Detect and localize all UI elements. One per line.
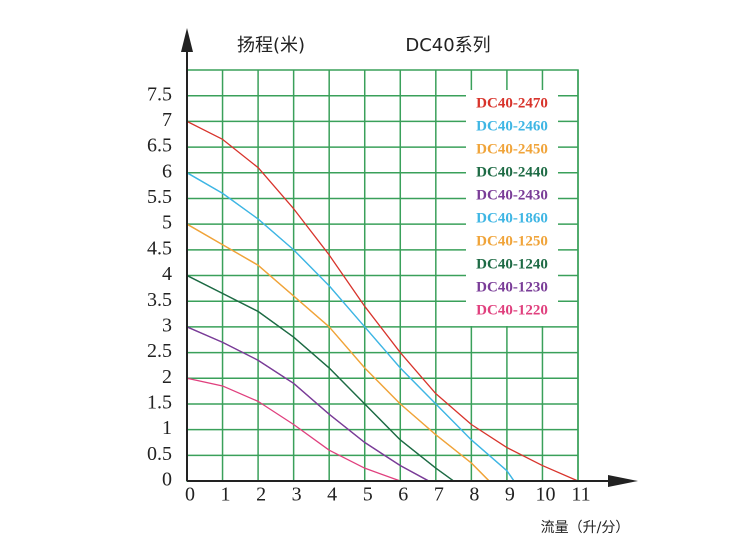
legend-label: DC40-1860 — [476, 210, 548, 226]
y-tick-label: 4.5 — [147, 237, 172, 259]
legend-box — [466, 90, 558, 326]
y-tick-label: 4 — [162, 263, 172, 285]
x-tick-label: 8 — [469, 484, 479, 506]
y-tick-label: 6.5 — [147, 135, 172, 157]
x-tick-label: 11 — [571, 484, 590, 506]
y-tick-label: 0.5 — [147, 443, 172, 465]
legend-label: DC40-2470 — [476, 95, 548, 111]
legend-label: DC40-1220 — [476, 302, 548, 318]
y-axis-arrow — [181, 28, 193, 52]
y-tick-label: 3.5 — [147, 289, 172, 311]
legend-label: DC40-2440 — [476, 164, 548, 180]
y-tick-label: 0 — [162, 469, 172, 491]
series-line — [186, 326, 430, 482]
x-tick-label: 7 — [434, 484, 444, 506]
x-axis-label: 流量（升/分） — [541, 520, 630, 536]
legend-label: DC40-2460 — [476, 118, 548, 134]
series-line — [186, 120, 579, 482]
y-tick-label: 6 — [162, 160, 172, 182]
y-tick-label: 2.5 — [147, 340, 172, 362]
x-tick-label: 9 — [505, 484, 515, 506]
series-line — [186, 172, 515, 482]
legend-label: DC40-1250 — [476, 233, 548, 249]
y-tick-label: 2 — [162, 366, 172, 388]
x-tick-label: 4 — [327, 484, 337, 506]
x-tick-label: 0 — [185, 484, 195, 506]
x-tick-label: 3 — [292, 484, 302, 506]
y-tick-label: 7 — [162, 109, 172, 131]
y-tick-label: 3 — [162, 314, 172, 336]
y-tick-label: 5.5 — [147, 186, 172, 208]
y-tick-label: 7.5 — [147, 83, 172, 105]
x-tick-label: 5 — [363, 484, 373, 506]
x-axis-arrow — [608, 475, 638, 487]
x-tick-label: 10 — [535, 484, 555, 506]
x-tick-label: 2 — [256, 484, 266, 506]
y-tick-label: 1 — [162, 417, 172, 439]
legend-label: DC40-1230 — [476, 279, 548, 295]
series-line — [186, 223, 490, 482]
legend-label: DC40-1240 — [476, 256, 548, 272]
legend-label: DC40-2430 — [476, 187, 548, 203]
y-axis-label: 扬程(米) — [237, 35, 305, 56]
y-tick-label: 1.5 — [147, 392, 172, 414]
x-tick-label: 6 — [398, 484, 408, 506]
legend-label: DC40-2450 — [476, 141, 548, 157]
series-line — [186, 274, 454, 482]
chart-title: DC40系列 — [405, 35, 490, 56]
x-tick-label: 1 — [221, 484, 231, 506]
series-line — [186, 377, 401, 482]
y-tick-label: 5 — [162, 212, 172, 234]
